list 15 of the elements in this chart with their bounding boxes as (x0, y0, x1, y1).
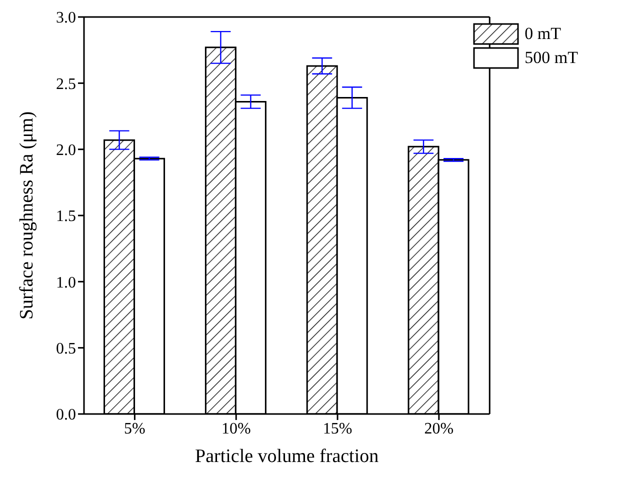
legend-label: 500 mT (524, 48, 578, 68)
x-tick-label: 20% (424, 420, 454, 438)
y-axis-title: Surface roughness Ra (μm) (16, 111, 38, 320)
y-tick-label: 2.0 (56, 142, 76, 160)
y-tick-label: 0.5 (56, 340, 76, 358)
legend-label: 0 mT (524, 24, 561, 44)
y-tick-label: 1.0 (56, 274, 76, 292)
y-tick-label: 3.0 (56, 10, 76, 27)
y-tick-label: 1.5 (56, 208, 76, 226)
x-tick-label: 5% (124, 420, 146, 438)
y-tick-label: 0.0 (56, 406, 76, 424)
x-tick-label: 15% (322, 420, 352, 438)
x-axis-title: Particle volume fraction (195, 446, 380, 467)
y-tick-label: 2.5 (56, 76, 76, 93)
x-tick-label: 10% (221, 420, 251, 438)
